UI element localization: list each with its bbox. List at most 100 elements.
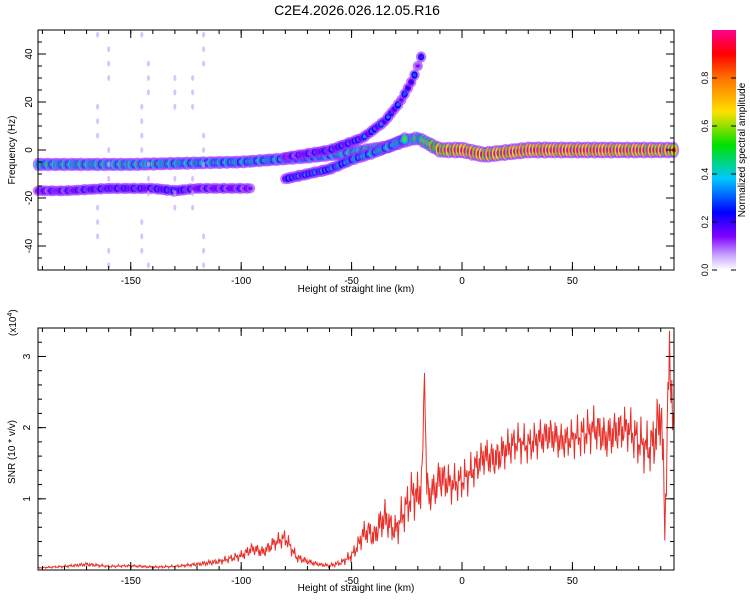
heat-noise-cell	[173, 89, 177, 96]
heat-core-1	[409, 80, 414, 84]
y-tick-label: 0	[24, 147, 35, 153]
heat-noise-cell	[140, 118, 144, 125]
snr-axes: -150 -100 -50 0 50 1 2 3	[22, 328, 674, 587]
heat-noise-cell	[96, 233, 100, 240]
snr-exponent-prefix: (x10	[8, 316, 19, 336]
x-tick-label: 50	[567, 276, 579, 287]
x-tick-label: -150	[121, 276, 141, 287]
x-tick-label: 0	[459, 276, 465, 287]
y-tick-label: -40	[24, 238, 35, 253]
y-tick-label: 2	[22, 424, 33, 430]
spectrogram-xlabel: Height of straight line (km)	[298, 284, 415, 295]
heat-noise-cell	[173, 103, 177, 110]
heat-noise-cell	[140, 132, 144, 139]
snr-xlabel: Height of straight line (km)	[298, 583, 415, 594]
heat-noise-cell	[191, 175, 195, 182]
spectrogram-heat-layer	[32, 31, 680, 269]
heat-noise-cell	[191, 190, 195, 197]
colorbar-tick-label: 0.8	[700, 72, 710, 85]
heat-noise-cell	[107, 46, 111, 53]
heat-noise-cell	[107, 161, 111, 168]
heat-noise-cell	[146, 60, 150, 67]
x-tick-label: -150	[121, 576, 141, 587]
snr-ylabel: SNR (10 * v/v)	[7, 420, 18, 484]
heat-noise-cell	[96, 31, 100, 38]
snr-exponent-label: (x104)	[7, 309, 19, 336]
heat-noise-cell	[140, 147, 144, 153]
heat-noise-cell	[140, 31, 144, 38]
colorbar-tick-label: 0.0	[700, 264, 710, 277]
colorbar-axes: 0.0 0.2 0.4 0.6 0.8	[700, 72, 736, 277]
heat-noise-cell	[140, 219, 144, 225]
y-tick-label: 1	[22, 496, 33, 502]
y-tick-label: 3	[22, 353, 33, 359]
heat-noise-cell	[140, 233, 144, 240]
spectrogram-ylabel: Frequency (Hz)	[7, 116, 18, 185]
colorbar-tick-label: 0.2	[700, 216, 710, 229]
colorbar-tick-label: 0.4	[700, 168, 710, 181]
heat-noise-cell	[146, 262, 150, 269]
heat-noise-cell	[146, 175, 150, 182]
heat-noise-cell	[202, 60, 206, 67]
spectrogram-axes: -150 -100 -50 0 50 -40 -20 0 20 40	[24, 29, 674, 287]
heat-core-2	[402, 136, 407, 142]
heat-noise-cell	[96, 219, 100, 225]
heat-noise-cell	[107, 60, 111, 67]
colorbar-label: Normalized spectral amplitude	[737, 82, 748, 217]
heat-core-1	[402, 92, 407, 96]
heat-noise-cell	[191, 103, 195, 110]
heat-noise-cell	[173, 190, 177, 197]
figure-title: C2E4.2026.026.12.05.R16	[274, 2, 440, 18]
snr-frame	[37, 327, 675, 571]
heat-noise-cell	[107, 147, 111, 153]
heat-noise-cell	[146, 89, 150, 96]
heat-noise-cell	[191, 89, 195, 96]
heat-noise-cell	[96, 103, 100, 110]
x-tick-label: -100	[231, 276, 251, 287]
heat-noise-cell	[202, 233, 206, 240]
y-tick-label: 20	[24, 96, 35, 108]
snr-panel: -150 -100 -50 0 50 1 2 3 Height of straight lin…	[7, 309, 675, 594]
heat-noise-cell	[202, 147, 206, 153]
heat-core-1	[412, 73, 417, 77]
heat-noise-cell	[173, 75, 177, 81]
snr-plot-area	[38, 328, 674, 570]
heat-noise-cell	[96, 132, 100, 139]
colorbar: 0.0 0.2 0.4 0.6 0.8 Normalized spectral ampl…	[700, 30, 748, 276]
x-tick-label: 0	[459, 576, 465, 587]
heat-noise-cell	[146, 190, 150, 197]
heat-core-1	[406, 86, 410, 90]
heat-noise-cell	[107, 75, 111, 81]
heat-noise-cell	[107, 262, 111, 269]
heat-noise-cell	[191, 75, 195, 81]
snr-exponent-power: 4	[7, 313, 14, 317]
heat-noise-cell	[173, 175, 177, 182]
heat-noise-cell	[191, 204, 195, 211]
heat-core-1	[399, 98, 404, 102]
heat-noise-cell	[173, 204, 177, 211]
x-tick-label: -50	[344, 576, 359, 587]
snr-exponent-close: )	[8, 309, 19, 312]
spectrogram-panel: -150 -100 -50 0 50 -40 -20 0 20 40 Height of stra…	[7, 29, 680, 295]
heat-noise-cell	[202, 31, 206, 38]
heat-noise-cell	[202, 46, 206, 53]
heat-noise-cell	[202, 161, 206, 168]
y-tick-label: 40	[24, 48, 35, 60]
x-tick-label: -100	[231, 576, 251, 587]
colorbar-tick-label: 0.6	[700, 120, 710, 133]
heat-noise-cell	[96, 204, 100, 211]
x-tick-label: 50	[567, 576, 579, 587]
heat-noise-cell	[202, 262, 206, 269]
heat-core-1	[419, 55, 423, 59]
heat-noise-cell	[146, 161, 150, 168]
y-tick-label: -20	[24, 190, 35, 205]
heat-noise-cell	[107, 175, 111, 182]
svg-text:(x104): (x104)	[7, 309, 19, 336]
x-tick-label: -50	[344, 276, 359, 287]
heat-core-1	[416, 64, 420, 68]
heat-noise-cell	[107, 247, 111, 254]
heat-noise-cell	[202, 247, 206, 254]
snr-series-line	[37, 330, 674, 570]
colorbar-gradient	[712, 30, 736, 270]
